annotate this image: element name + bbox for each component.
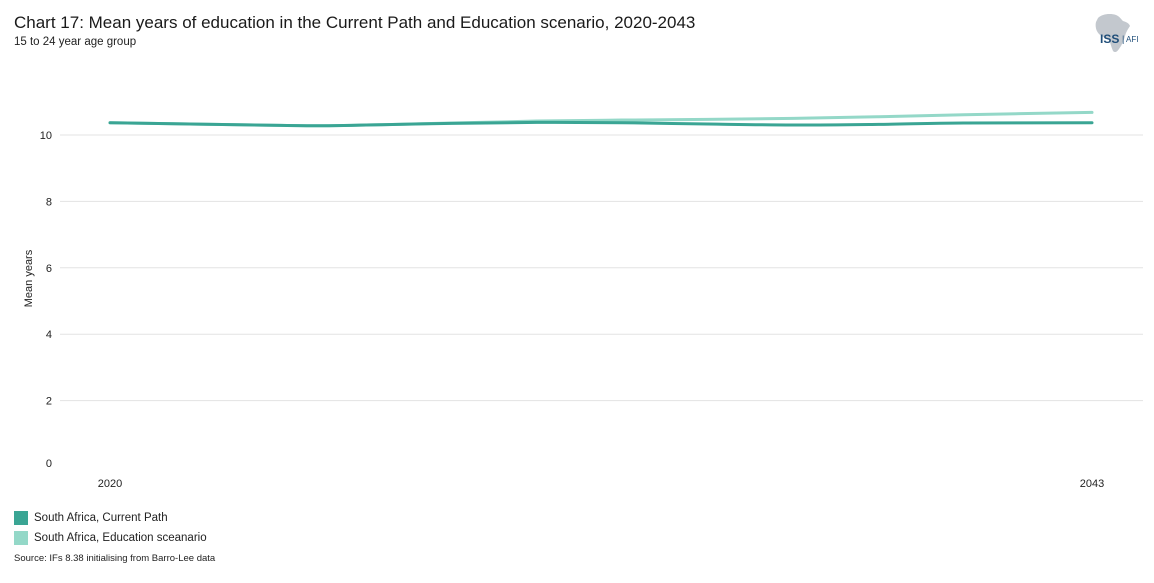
logo-text-sub: AFI bbox=[1126, 35, 1138, 44]
x-tick-label-2020: 2020 bbox=[98, 478, 122, 490]
iss-afi-logo: ISS | AFI bbox=[1095, 14, 1138, 53]
line-chart: 0 2 4 6 8 10 2020 2043 Mean years bbox=[23, 110, 1143, 490]
y-tick-labels: 0 2 4 6 8 10 bbox=[40, 130, 52, 470]
y-tick-label-8: 8 bbox=[46, 196, 52, 208]
x-tick-label-2043: 2043 bbox=[1080, 478, 1104, 490]
x-tick-labels: 2020 2043 bbox=[98, 478, 1104, 490]
y-tick-label-2: 2 bbox=[46, 396, 52, 408]
y-axis-label: Mean years bbox=[23, 249, 35, 307]
series-lines bbox=[108, 110, 1094, 128]
legend-label-current-path: South Africa, Current Path bbox=[34, 512, 168, 524]
y-tick-label-10: 10 bbox=[40, 130, 52, 142]
chart-title: Chart 17: Mean years of education in the… bbox=[14, 13, 696, 32]
y-tick-label-4: 4 bbox=[46, 329, 52, 341]
legend-swatch-current-path bbox=[14, 511, 28, 525]
y-tick-label-0: 0 bbox=[46, 458, 52, 470]
legend-item-current-path[interactable]: South Africa, Current Path bbox=[14, 508, 207, 528]
legend-label-education-scenario: South Africa, Education sceanario bbox=[34, 532, 207, 544]
source-note: Source: IFs 8.38 initialising from Barro… bbox=[14, 553, 216, 564]
logo-text-main: ISS bbox=[1100, 32, 1119, 46]
chart-subtitle: 15 to 24 year age group bbox=[14, 36, 137, 48]
y-tick-label-6: 6 bbox=[46, 263, 52, 275]
legend-item-education-scenario[interactable]: South Africa, Education sceanario bbox=[14, 528, 207, 548]
logo-text-divider: | bbox=[1122, 34, 1124, 44]
africa-map-icon bbox=[1095, 14, 1130, 53]
legend: South Africa, Current Path South Africa,… bbox=[14, 508, 207, 548]
legend-swatch-education-scenario bbox=[14, 531, 28, 545]
series-line-current-path[interactable] bbox=[108, 120, 1094, 128]
gridlines bbox=[60, 134, 1143, 402]
